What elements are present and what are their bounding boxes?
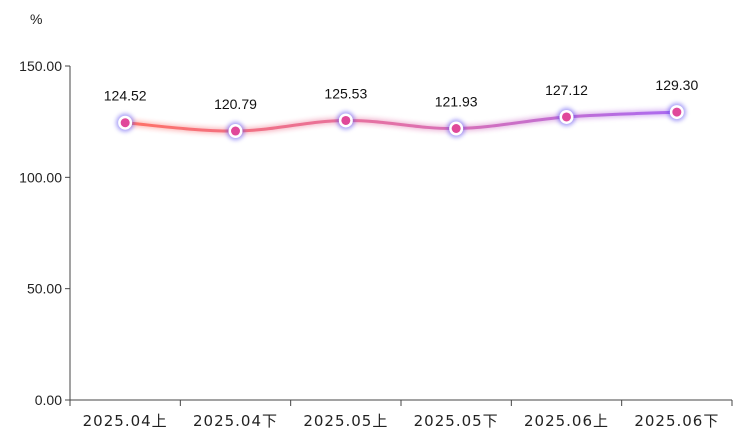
- data-point-dot: [231, 126, 240, 136]
- data-point-dot: [451, 124, 461, 134]
- x-tick-label: 2025.06下: [634, 412, 719, 430]
- y-tick-label: 100.00: [19, 169, 62, 185]
- data-point: [116, 113, 135, 132]
- x-tick-label: 2025.04上: [83, 412, 168, 430]
- y-axis-unit-label: %: [30, 11, 42, 27]
- y-tick-label: 50.00: [27, 281, 62, 297]
- x-tick-label: 2025.06上: [524, 412, 609, 430]
- data-points: [116, 103, 686, 141]
- data-point-dot: [120, 118, 130, 128]
- data-point-dot: [562, 112, 571, 122]
- data-point: [447, 119, 466, 138]
- data-point: [226, 122, 245, 141]
- x-tick-label: 2025.05下: [414, 412, 499, 430]
- data-point: [557, 107, 576, 126]
- y-axis: 0.00 50.00 100.00 150.00: [19, 58, 71, 408]
- data-labels: 124.52 120.79 125.53 121.93 127.12 129.30: [104, 77, 699, 112]
- data-label: 124.52: [104, 88, 147, 104]
- series-line: [123, 110, 679, 133]
- data-point: [336, 111, 355, 130]
- data-label: 127.12: [545, 82, 588, 98]
- x-tick-label: 2025.04下: [193, 412, 278, 430]
- x-axis: 2025.04上 2025.04下 2025.05上 2025.05下 2025.06上…: [69, 399, 733, 430]
- series-line-path: [123, 110, 679, 133]
- data-label: 129.30: [655, 77, 698, 93]
- data-label: 125.53: [324, 85, 367, 101]
- data-label: 121.93: [435, 94, 478, 110]
- data-point-dot: [341, 115, 351, 125]
- y-tick-label: 0.00: [35, 392, 62, 408]
- data-label: 120.79: [214, 96, 257, 112]
- y-tick-label: 150.00: [19, 58, 62, 74]
- data-point-dot: [672, 107, 682, 117]
- x-tick-label: 2025.05上: [303, 412, 388, 430]
- data-point: [667, 103, 686, 122]
